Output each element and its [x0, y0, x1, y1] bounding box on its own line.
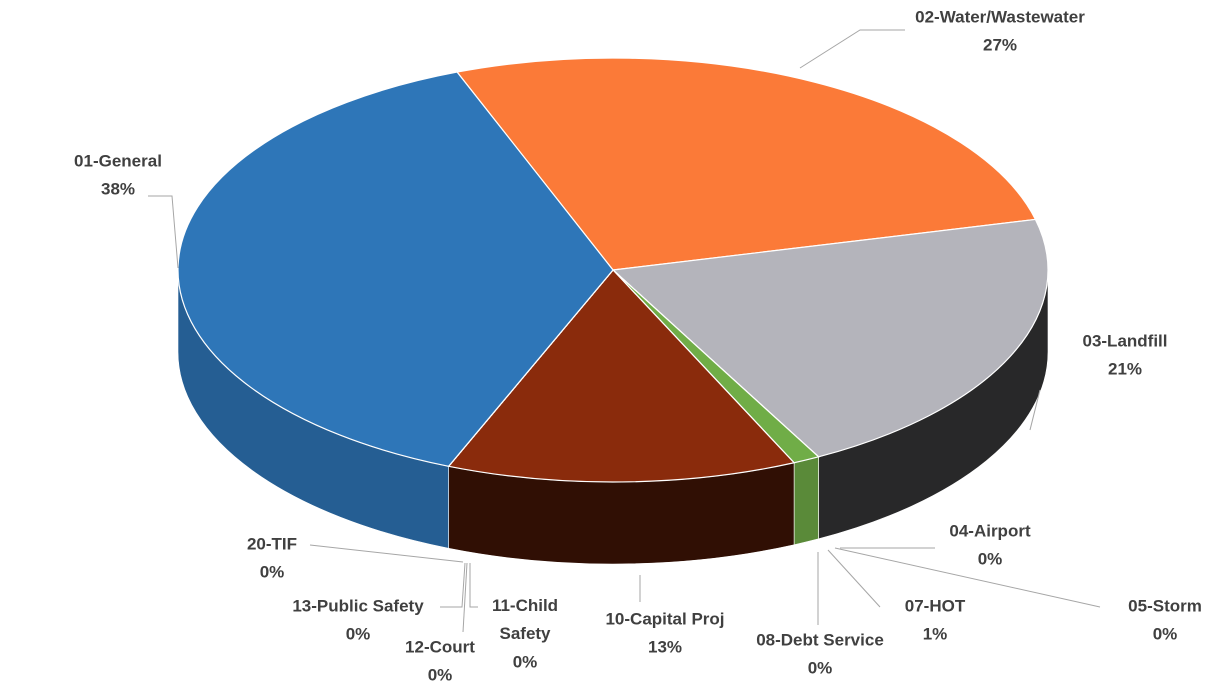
- value-label: 0%: [978, 549, 1003, 568]
- slice-label: 12-Court: [405, 637, 475, 656]
- leader-line: [799, 29, 905, 69]
- slice-label: 05-Storm: [1128, 596, 1202, 615]
- label-line: Safety: [499, 624, 551, 643]
- value-label: 0%: [808, 658, 833, 677]
- slice-label: 03-Landfill: [1082, 331, 1167, 350]
- value-label: 0%: [428, 665, 453, 684]
- value-label: 1%: [923, 624, 948, 643]
- value-label: 13%: [648, 637, 682, 656]
- leader-line: [148, 195, 179, 269]
- slice-label: 02-Water/Wastewater: [915, 7, 1085, 26]
- leader-line: [309, 544, 464, 563]
- leader-line: [440, 562, 466, 608]
- value-label: 0%: [260, 562, 285, 581]
- leader-line: [1029, 389, 1041, 431]
- slice-label: 10-Capital Proj: [605, 609, 724, 628]
- slice-label: 04-Airport: [949, 521, 1031, 540]
- slice-label: 07-HOT: [905, 596, 966, 615]
- slice-label: 20-TIF: [247, 534, 297, 553]
- value-label: 0%: [346, 624, 371, 643]
- value-label: 38%: [101, 179, 135, 198]
- leader-line: [469, 563, 478, 608]
- leader-line: [827, 549, 881, 608]
- slice-label: 11-Child Safety: [492, 596, 558, 643]
- slice-label: 13-Public Safety: [292, 596, 424, 615]
- leader-line: [834, 547, 1101, 608]
- slice-label: 01-General: [74, 151, 162, 170]
- slice: [447, 269, 796, 483]
- label-line: 11-Child: [492, 596, 558, 615]
- value-label: 21%: [1108, 359, 1142, 378]
- slice: [611, 218, 1049, 458]
- value-label: 27%: [983, 35, 1017, 54]
- value-label: 0%: [1153, 624, 1178, 643]
- slice-side: [793, 456, 819, 546]
- slice: [456, 57, 1037, 271]
- leader-line: [462, 562, 468, 633]
- value-label: 0%: [513, 652, 538, 671]
- slice-label: 08-Debt Service: [756, 630, 884, 649]
- slice-tops: [177, 57, 1049, 483]
